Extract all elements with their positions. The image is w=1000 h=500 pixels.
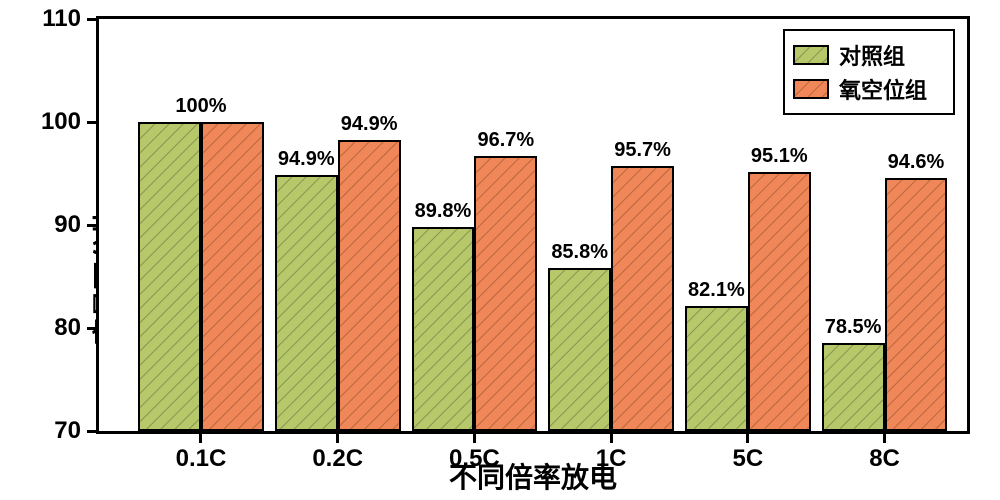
x-tick-label: 5C <box>732 431 763 473</box>
x-axis-label: 不同倍率放电 <box>449 456 617 496</box>
legend-label-control: 对照组 <box>839 39 905 71</box>
legend-label-oxygen-vacancy: 氧空位组 <box>839 73 927 105</box>
bar-oxygen_vacancy <box>748 172 811 431</box>
bar-oxygen_vacancy <box>885 178 948 431</box>
y-tick-label: 70 <box>54 417 99 445</box>
legend: 对照组 氧空位组 <box>783 29 955 115</box>
bar-value-label: 78.5% <box>825 316 882 339</box>
x-tick-label: 0.2C <box>312 431 363 473</box>
x-tick-label: 8C <box>869 431 900 473</box>
bar-value-label: 95.7% <box>614 139 671 162</box>
legend-item-control: 对照组 <box>793 39 943 71</box>
bar-control <box>275 175 338 431</box>
x-tick-label: 0.1C <box>176 431 227 473</box>
bar-value-label: 100% <box>175 95 226 118</box>
bar-value-label: 94.6% <box>888 151 945 174</box>
plot-area: 7080901001100.1C100%0.2C94.9%94.9%0.5C89… <box>96 16 970 434</box>
bar-value-label: 85.8% <box>551 241 608 264</box>
bar-value-label: 89.8% <box>415 200 472 223</box>
y-tick-label: 110 <box>42 5 99 33</box>
bar-oxygen_vacancy <box>474 156 537 431</box>
bar-control <box>685 306 748 431</box>
bar-value-label: 82.1% <box>688 279 745 302</box>
bar-oxygen_vacancy <box>338 140 401 431</box>
y-tick-label: 100 <box>41 108 99 136</box>
bar-value-label: 95.1% <box>751 145 808 168</box>
y-tick-label: 80 <box>54 314 99 342</box>
bar-value-label: 94.9% <box>341 113 398 136</box>
bar-control <box>548 268 611 431</box>
legend-item-oxygen-vacancy: 氧空位组 <box>793 73 943 105</box>
bar-oxygen_vacancy <box>201 122 264 431</box>
capacity-rate-chart: 容量百分比 (%) 7080901001100.1C100%0.2C94.9%9… <box>0 0 1000 500</box>
y-tick-label: 90 <box>54 211 99 239</box>
bar-control <box>138 122 201 431</box>
bar-control <box>822 343 885 431</box>
bar-control <box>412 227 475 431</box>
bar-value-label: 96.7% <box>477 129 534 152</box>
bar-value-label: 94.9% <box>278 148 335 171</box>
bar-oxygen_vacancy <box>611 166 674 431</box>
legend-swatch-oxygen-vacancy <box>793 79 829 99</box>
legend-swatch-control <box>793 45 829 65</box>
